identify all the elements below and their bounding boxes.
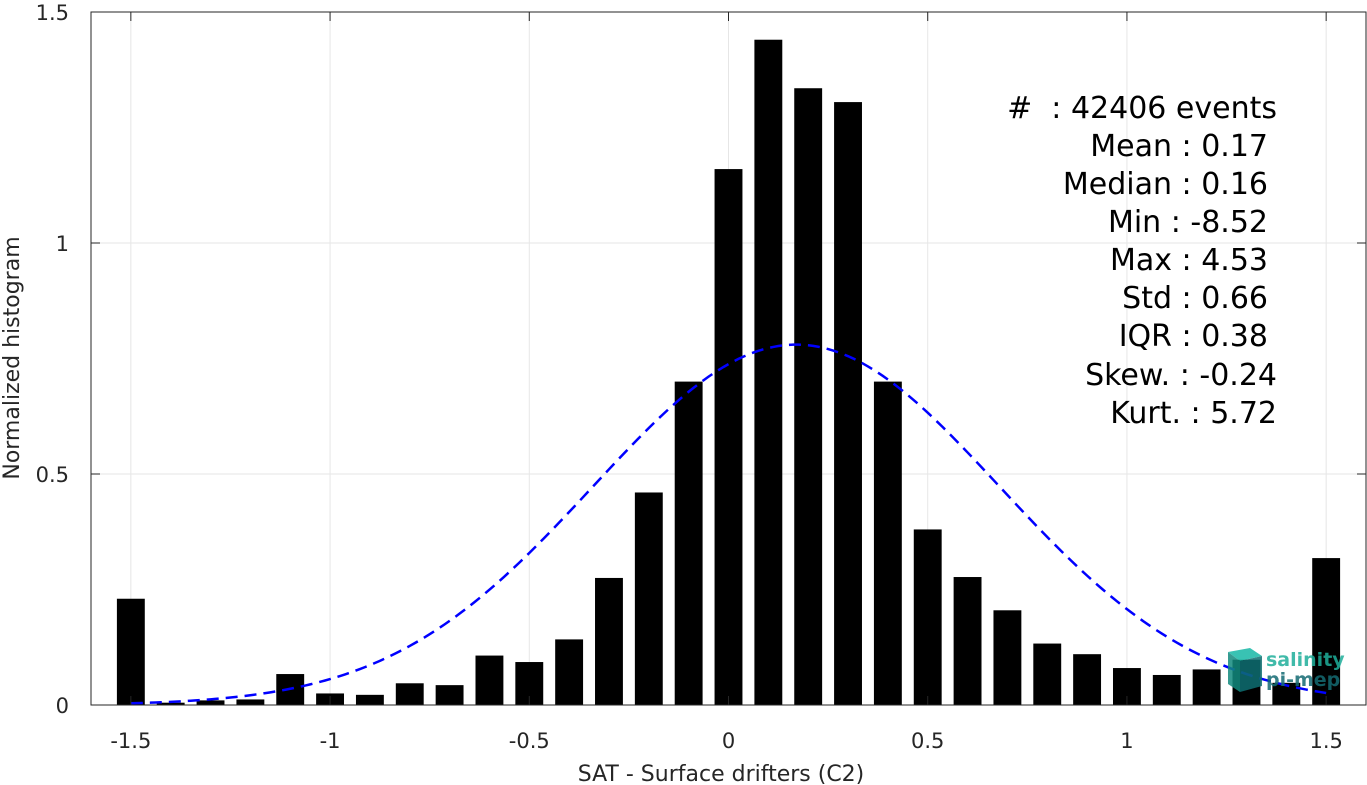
y-tick-label-0: 0 [56, 694, 69, 718]
histogram-bar-16 [754, 39, 783, 706]
x-tick-label-3: 0 [722, 729, 735, 753]
histogram-bar-6 [355, 694, 384, 705]
stats-box: # : 42406 events Mean : 0.17 Median : 0.… [1007, 91, 1277, 431]
histogram-bar-22 [993, 610, 1022, 705]
y-tick-label-2: 1 [56, 232, 69, 256]
stats-max: Max : 4.53 [1110, 243, 1268, 278]
stats-median: Median : 0.16 [1063, 167, 1268, 202]
x-tick-label-4: 0.5 [911, 729, 944, 753]
y-tick-labels: 0 0.5 1 1.5 [36, 1, 69, 718]
x-tick-label-6: 1.5 [1309, 729, 1342, 753]
gaussian-fit-curve [130, 343, 1327, 705]
histogram-bar-3 [236, 699, 265, 705]
histogram-bar-18 [834, 102, 862, 706]
y-tick-label-1: 0.5 [36, 463, 69, 487]
histogram-bar-21 [953, 577, 982, 705]
histogram-bar-27 [1192, 669, 1221, 705]
histogram-bar-9 [475, 655, 504, 705]
histogram-bar-0 [116, 598, 145, 705]
histogram-bar-29 [1272, 682, 1301, 705]
x-tick-label-5: 1 [1120, 729, 1133, 753]
stats-skew: Skew. : -0.24 [1085, 358, 1277, 393]
histogram-bar-24 [1073, 654, 1102, 705]
logo-cube-icon [1228, 648, 1262, 692]
stats-mean: Mean : 0.17 [1090, 129, 1268, 164]
histogram-bar-2 [196, 700, 225, 705]
stats-iqr: IQR : 0.38 [1119, 319, 1268, 354]
histogram-bar-14 [674, 381, 703, 705]
histogram-bar-15 [714, 169, 743, 705]
histogram-bar-1 [156, 702, 185, 705]
logo-line1: salinity [1266, 649, 1345, 671]
x-tick-label-0: -1.5 [110, 729, 151, 753]
histogram-bar-17 [794, 88, 823, 706]
histogram-bar-20 [913, 529, 942, 705]
axis-ticks [91, 11, 1366, 706]
histogram-bars [116, 39, 1341, 706]
histogram-bar-30 [1312, 558, 1341, 705]
histogram-bar-7 [395, 683, 424, 705]
y-axis-title: Normalized histogram [0, 236, 25, 479]
x-tick-label-2: -0.5 [509, 729, 550, 753]
histogram-bar-23 [1033, 643, 1062, 705]
x-tick-labels: -1.5 -1 -0.5 0 0.5 1 1.5 [110, 729, 1343, 753]
stats-events: # : 42406 events [1007, 91, 1277, 126]
salinity-pimep-logo: salinity pi-mep [1228, 648, 1345, 692]
logo-line2: pi-mep [1266, 669, 1340, 691]
histogram-bar-13 [634, 492, 663, 705]
y-tick-label-3: 1.5 [36, 1, 69, 25]
stats-kurt: Kurt. : 5.72 [1110, 396, 1277, 431]
histogram-bar-19 [873, 381, 902, 705]
stats-std: Std : 0.66 [1122, 281, 1268, 316]
histogram-bar-11 [555, 639, 584, 705]
x-tick-label-1: -1 [320, 729, 341, 753]
x-axis-title: SAT - Surface drifters (C2) [578, 762, 865, 785]
histogram-bar-8 [435, 685, 464, 705]
histogram-bar-12 [595, 577, 623, 705]
histogram-bar-26 [1152, 674, 1181, 705]
stats-min: Min : -8.52 [1108, 205, 1268, 240]
